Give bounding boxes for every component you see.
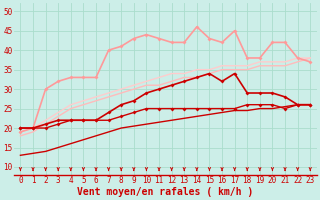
X-axis label: Vent moyen/en rafales ( km/h ): Vent moyen/en rafales ( km/h ) xyxy=(77,187,253,197)
